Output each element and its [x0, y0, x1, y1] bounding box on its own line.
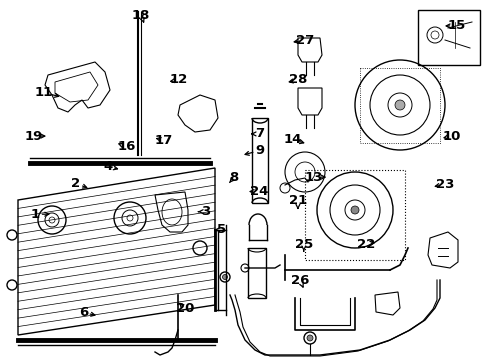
Text: 24: 24: [249, 185, 268, 198]
Text: 2: 2: [72, 177, 80, 190]
Circle shape: [307, 335, 313, 341]
Text: 8: 8: [230, 171, 239, 184]
Text: 3: 3: [201, 205, 210, 218]
Text: 26: 26: [291, 274, 309, 287]
Text: 12: 12: [170, 73, 188, 86]
Circle shape: [395, 100, 405, 110]
Text: 28: 28: [289, 73, 307, 86]
Text: 27: 27: [295, 34, 314, 47]
Bar: [360, 68, 440, 143]
Bar: [305, 170, 405, 260]
Text: 14: 14: [284, 133, 302, 146]
Text: 6: 6: [79, 306, 88, 319]
Text: 1: 1: [31, 208, 40, 221]
Text: 25: 25: [294, 238, 313, 251]
Bar: [252, 118, 268, 203]
Circle shape: [222, 274, 227, 279]
Text: 23: 23: [436, 178, 454, 191]
Text: 17: 17: [155, 134, 173, 147]
Circle shape: [351, 206, 359, 214]
Text: 15: 15: [447, 19, 466, 32]
Bar: [248, 248, 266, 298]
Text: 5: 5: [218, 223, 226, 236]
Text: 20: 20: [176, 302, 195, 315]
Text: 10: 10: [442, 130, 461, 143]
Text: 4: 4: [103, 160, 112, 173]
Text: 9: 9: [255, 144, 264, 157]
Text: 13: 13: [304, 171, 323, 184]
Text: 16: 16: [117, 140, 136, 153]
Text: 21: 21: [289, 194, 307, 207]
Bar: [418, 10, 480, 65]
Text: 11: 11: [35, 86, 53, 99]
Text: 7: 7: [255, 127, 264, 140]
Text: 18: 18: [132, 9, 150, 22]
Text: 19: 19: [24, 130, 43, 143]
Text: 22: 22: [357, 238, 376, 251]
